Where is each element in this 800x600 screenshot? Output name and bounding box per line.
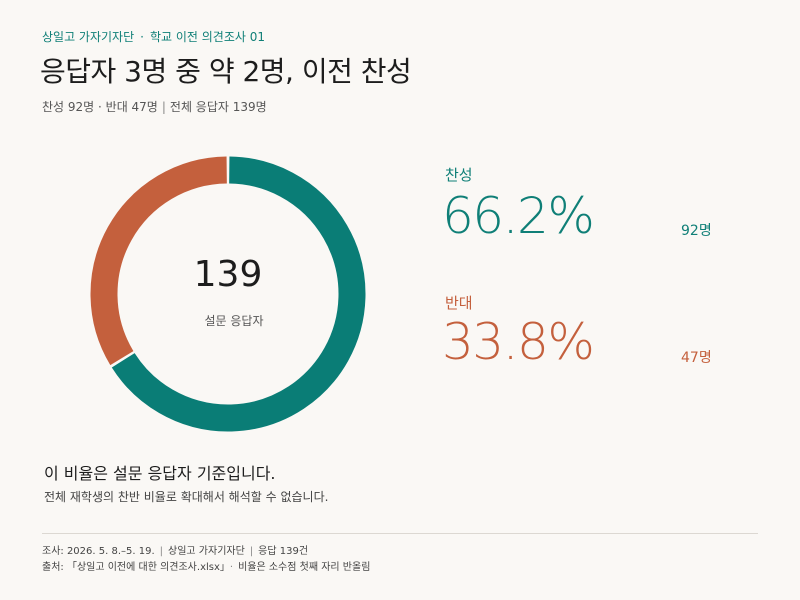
footer-separator: | [249,546,254,557]
subtitle-total: 전체 응답자 139명 [169,100,267,114]
footer-divider [42,533,758,534]
series-label: 학교 이전 의견조사 01 [149,30,266,44]
source-file: 출처: 「상일고 이전에 대한 의견조사.xlsx」 [42,562,225,573]
subtitle: 찬성 92명 · 반대 47명 | 전체 응답자 139명 [42,98,267,115]
disagree-label: 반대 [445,294,473,312]
disagree-count: 47명 [681,350,712,366]
disagree-percent: 33.8% [442,313,595,371]
subtitle-counts: 찬성 92명 · 반대 47명 [42,100,158,114]
rounding-note: 비율은 소수점 첫째 자리 반올림 [238,562,371,573]
footer-separator: · [229,562,234,573]
page-title: 응답자 3명 중 약 2명, 이전 찬성 [40,55,412,88]
donut-center-total: 139 [194,254,263,295]
agree-percent: 66.2% [442,187,595,245]
note-detail: 전체 재학생의 찬반 비율로 확대해서 해석할 수 없습니다. [44,490,329,504]
survey-period: 조사: 2026. 5. 8.–5. 19. [42,546,155,557]
kicker: 상일고 가자기자단 · 학교 이전 의견조사 01 [42,28,265,45]
note-headline: 이 비율은 설문 응답자 기준입니다. [44,464,276,483]
agree-count: 92명 [681,223,712,239]
org-name: 상일고 가자기자단 [42,30,135,44]
footer-line-2: 출처: 「상일고 이전에 대한 의견조사.xlsx」 · 비율은 소수점 첫째 자리… [42,558,370,573]
donut-segment-agree [111,156,366,432]
subtitle-separator: | [161,100,166,114]
footer-line-1: 조사: 2026. 5. 8.–5. 19. | 상일고 가자기자단 | 응답 139건 [42,542,308,557]
response-count: 응답 139건 [258,546,309,557]
survey-org: 상일고 가자기자단 [168,546,245,557]
agree-label: 찬성 [445,166,473,184]
kicker-separator: · [140,30,144,44]
footer-separator: | [159,546,164,557]
donut-center-caption: 설문 응답자 [204,314,263,328]
donut-segment-disagree [90,156,228,366]
donut-segments [90,156,366,432]
